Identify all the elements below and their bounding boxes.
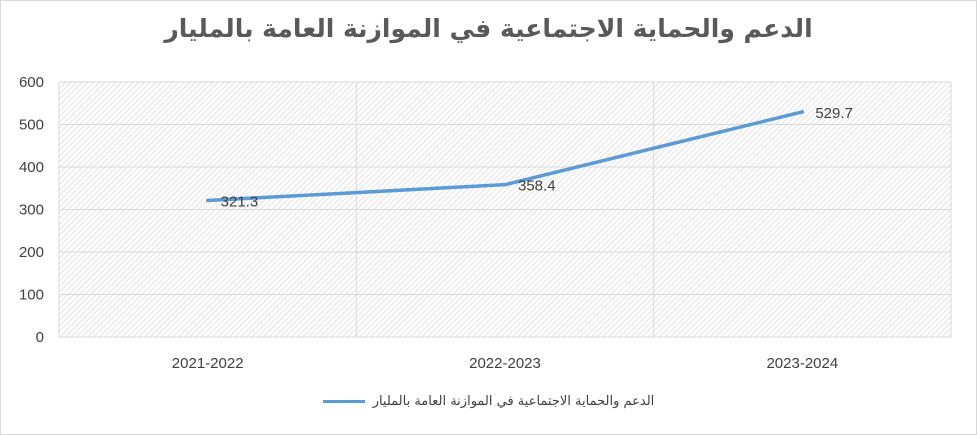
x-axis: 2021-2022 2022-2023 2023-2024 [172, 355, 838, 372]
x-tick-label: 2023-2024 [766, 355, 838, 372]
series-layer [205, 110, 805, 203]
legend-label: الدعم والحماية الاجتماعية في الموازنة ال… [372, 393, 655, 409]
y-tick-label: 200 [19, 244, 44, 261]
y-tick-label: 500 [19, 117, 44, 134]
data-label: 358.4 [518, 178, 556, 195]
y-axis: 0 100 200 300 400 500 600 [19, 74, 44, 346]
data-point [206, 198, 210, 202]
y-tick-label: 400 [19, 159, 44, 176]
y-tick-label: 300 [19, 202, 44, 219]
x-tick-label: 2021-2022 [172, 355, 244, 372]
data-labels: 321.3 358.4 529.7 [221, 105, 853, 211]
data-label: 529.7 [815, 105, 853, 122]
chart-title: الدعم والحماية الاجتماعية في الموازنة ال… [164, 14, 813, 43]
y-tick-label: 600 [19, 74, 44, 91]
y-tick-label: 0 [36, 329, 44, 346]
y-tick-label: 100 [19, 287, 44, 304]
data-point [503, 183, 507, 187]
x-tick-label: 2022-2023 [469, 355, 541, 372]
data-point [800, 110, 804, 114]
legend-swatch [322, 399, 365, 403]
data-label: 321.3 [221, 193, 259, 210]
grid-layer [58, 81, 952, 338]
legend: الدعم والحماية الاجتماعية في الموازنة ال… [0, 390, 977, 412]
